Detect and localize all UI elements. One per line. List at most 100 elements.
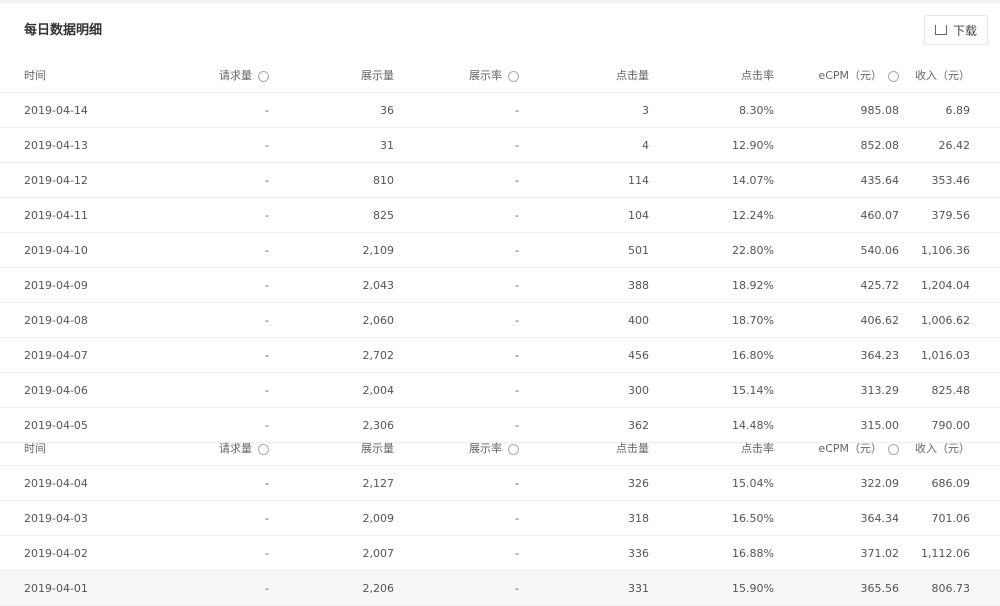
table-cell: 365.56	[774, 570, 901, 606]
table-cell: 810	[269, 162, 394, 198]
table-cell: -	[394, 232, 519, 268]
info-icon[interactable]	[258, 70, 269, 82]
table-cell: 114	[519, 162, 649, 198]
table-cell: 2,004	[269, 372, 394, 408]
column-header: 请求量	[174, 58, 269, 93]
download-button[interactable]: 下载	[923, 15, 988, 45]
info-icon[interactable]	[888, 443, 899, 455]
table-row: 2019-04-08-2,060-400 18.70% 406.62 1,006.62	[0, 302, 1000, 338]
download-icon	[934, 25, 947, 35]
column-label: 展示量	[361, 442, 394, 455]
table-cell: -	[394, 465, 519, 501]
column-label: eCPM（元）	[818, 69, 882, 82]
table-header: 时间 请求量 展示量 展示率 点击量 点击率 eCPM（元） 收入（元）	[0, 431, 1000, 466]
table-cell: -	[394, 500, 519, 536]
table-cell: 2,702	[269, 337, 394, 373]
table-cell: -	[174, 162, 269, 198]
column-header: 点击率	[649, 431, 774, 466]
table-cell: 313.29	[774, 372, 901, 408]
table-cell: 3	[519, 92, 649, 128]
table-cell: -	[174, 372, 269, 408]
table-row: 2019-04-03-2,009-318 16.50% 364.34 701.06	[0, 500, 1000, 536]
column-header: 展示率	[394, 431, 519, 466]
table-cell: 435.64	[774, 162, 901, 198]
table-cell: 2019-04-03	[0, 500, 174, 536]
table-cell: 501	[519, 232, 649, 268]
table-cell: 460.07	[774, 197, 901, 233]
table-cell: 400	[519, 302, 649, 338]
table-cell: 2,009	[269, 500, 394, 536]
table-cell: -	[174, 570, 269, 606]
table-cell: 2,007	[269, 535, 394, 571]
table-cell: 4	[519, 127, 649, 163]
table-cell: -	[174, 535, 269, 571]
table-cell: 16.80%	[649, 337, 774, 373]
table-cell: 300	[519, 372, 649, 408]
column-header: 展示量	[269, 431, 394, 466]
table-cell: 364.34	[774, 500, 901, 536]
table-row: 2019-04-14-36-3 8.30% 985.08 6.89	[0, 92, 1000, 128]
column-label: eCPM（元）	[818, 442, 882, 455]
table-cell: 388	[519, 267, 649, 303]
table-row: 2019-04-11-825-104 12.24% 460.07 379.56	[0, 197, 1000, 233]
table-cell: 1,106.36	[901, 232, 1000, 268]
data-table-2: 时间 请求量 展示量 展示率 点击量 点击率 eCPM（元） 收入（元） 2019-04-04-…	[0, 431, 1000, 606]
table-cell: 2019-04-07	[0, 337, 174, 373]
info-icon[interactable]	[508, 70, 519, 82]
table-cell: 331	[519, 570, 649, 606]
table-cell: 425.72	[774, 267, 901, 303]
column-label: 时间	[24, 442, 46, 455]
info-icon[interactable]	[258, 443, 269, 455]
column-header: 展示率	[394, 58, 519, 93]
table-cell: 852.08	[774, 127, 901, 163]
table-row: 2019-04-09-2,043-388 18.92% 425.72 1,204.04	[0, 267, 1000, 303]
table-cell: 806.73	[901, 570, 1000, 606]
column-header: 时间	[0, 58, 174, 93]
table-cell: 16.88%	[649, 535, 774, 571]
column-label: 收入（元）	[915, 442, 970, 455]
table-cell: 16.50%	[649, 500, 774, 536]
column-label: 点击率	[741, 442, 774, 455]
table-cell: 353.46	[901, 162, 1000, 198]
table-cell: 14.07%	[649, 162, 774, 198]
table-cell: 2,109	[269, 232, 394, 268]
column-header: eCPM（元）	[774, 58, 901, 93]
info-icon[interactable]	[888, 70, 899, 82]
table-cell: 1,016.03	[901, 337, 1000, 373]
table-cell: 2019-04-09	[0, 267, 174, 303]
table-cell: 322.09	[774, 465, 901, 501]
column-header: 点击量	[519, 431, 649, 466]
table-cell: 371.02	[774, 535, 901, 571]
table-cell: 379.56	[901, 197, 1000, 233]
table-cell: -	[394, 535, 519, 571]
table-cell: 701.06	[901, 500, 1000, 536]
table-cell: -	[174, 92, 269, 128]
table-cell: 2,127	[269, 465, 394, 501]
table-cell: -	[174, 337, 269, 373]
table-cell: 2019-04-11	[0, 197, 174, 233]
table-cell: -	[394, 197, 519, 233]
column-header: 收入（元）	[901, 58, 1000, 93]
table-cell: -	[174, 127, 269, 163]
table-cell: 22.80%	[649, 232, 774, 268]
column-label: 收入（元）	[915, 69, 970, 82]
table-cell: 1,204.04	[901, 267, 1000, 303]
table-cell: 2019-04-04	[0, 465, 174, 501]
table-cell: 6.89	[901, 92, 1000, 128]
table-row: 2019-04-12-810-114 14.07% 435.64 353.46	[0, 162, 1000, 198]
table-cell: -	[394, 337, 519, 373]
panel-title: 每日数据明细	[24, 23, 103, 38]
table-row: 2019-04-06-2,004-300 15.14% 313.29 825.48	[0, 372, 1000, 408]
table-cell: 825	[269, 197, 394, 233]
column-label: 时间	[24, 69, 46, 82]
table-cell: 104	[519, 197, 649, 233]
table-cell: 36	[269, 92, 394, 128]
table-cell: -	[394, 127, 519, 163]
table-cell: 2019-04-14	[0, 92, 174, 128]
info-icon[interactable]	[508, 443, 519, 455]
table-cell: -	[394, 162, 519, 198]
table-cell: 318	[519, 500, 649, 536]
table-cell: 2019-04-08	[0, 302, 174, 338]
column-label: 点击量	[616, 442, 649, 455]
column-label: 展示率	[469, 442, 502, 455]
